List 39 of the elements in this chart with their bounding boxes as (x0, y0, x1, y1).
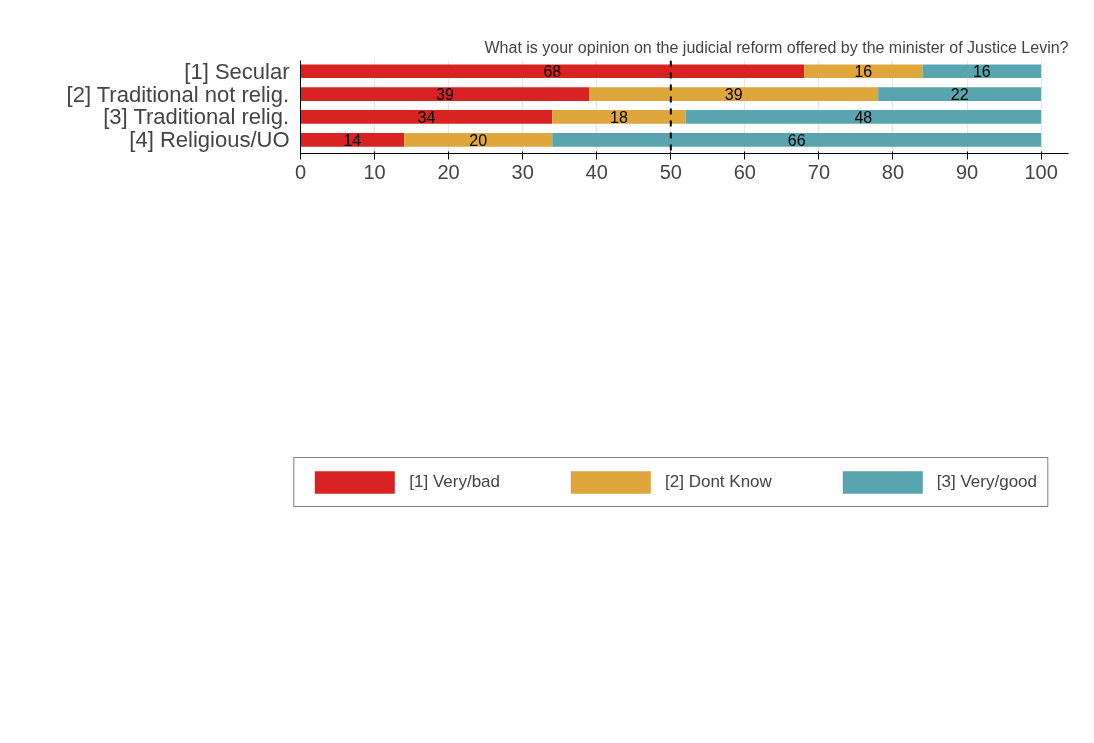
data-label: 34 (417, 108, 436, 126)
bar (685, 110, 1042, 124)
x-tick-label: 50 (659, 160, 682, 183)
x-tick-label: 30 (511, 160, 534, 183)
bar (589, 87, 879, 101)
data-label: 20 (469, 131, 488, 149)
bar (552, 132, 1042, 147)
data-label: 68 (543, 63, 562, 81)
x-tick-label: 20 (437, 160, 460, 183)
bar (404, 132, 553, 147)
data-label: 22 (950, 86, 969, 104)
x-tick-label: 90 (955, 160, 979, 183)
bar (300, 132, 405, 147)
x-tick-label: 100 (1024, 160, 1058, 183)
legend-label: [2] Dont Know (665, 472, 772, 492)
x-tick-label: 40 (585, 160, 608, 183)
x-tick-label: 70 (807, 160, 831, 183)
bar (300, 87, 590, 101)
data-label: 39 (724, 86, 743, 104)
data-label: 48 (854, 108, 873, 126)
data-label: 39 (436, 86, 454, 104)
legend-label: [3] Very/good (936, 472, 1037, 492)
bar (804, 64, 923, 79)
data-label: 16 (854, 63, 873, 81)
data-label: 66 (787, 131, 806, 149)
bar (922, 64, 1042, 79)
x-tick-label: 60 (733, 160, 756, 183)
data-label: 16 (972, 63, 991, 81)
x-tick-label: 80 (881, 160, 905, 183)
bar (300, 110, 553, 124)
x-tick-label: 0 (294, 160, 307, 183)
data-label: 18 (610, 108, 628, 126)
bar (300, 64, 805, 79)
legend-label: [1] Very/bad (409, 472, 501, 492)
x-tick-label: 10 (363, 160, 386, 183)
data-label: 14 (343, 131, 362, 149)
bar (878, 87, 1042, 101)
chart-title: What is your opinion on the judicial reform offered by the minister of Justice Levin? (484, 38, 1069, 56)
bar (552, 110, 686, 124)
